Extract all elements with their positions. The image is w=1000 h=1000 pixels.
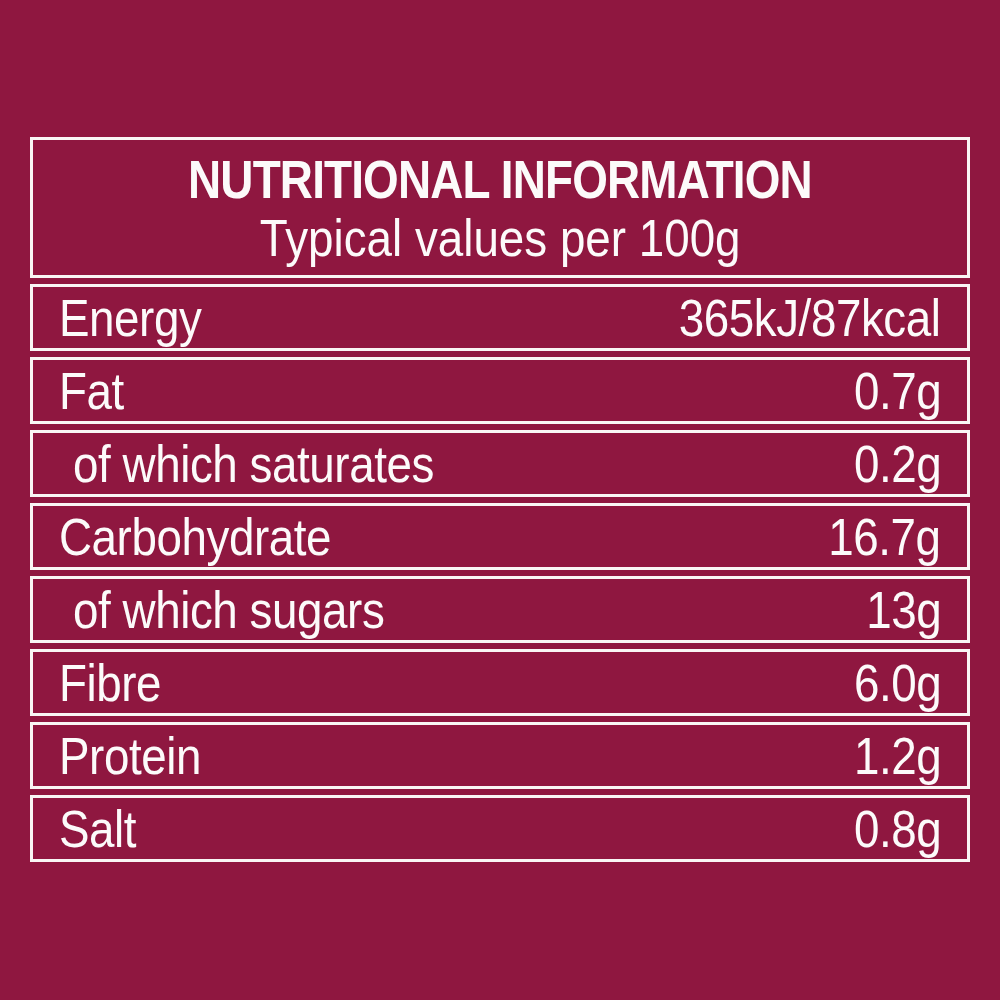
- row-fat: Fat 0.7g: [30, 357, 970, 424]
- row-value: 0.7g: [854, 361, 941, 421]
- row-value: 13g: [866, 580, 941, 640]
- nutrition-label-table: NUTRITIONAL INFORMATION Typical values p…: [30, 137, 970, 862]
- row-of-which-saturates: of which saturates 0.2g: [30, 430, 970, 497]
- row-protein: Protein 1.2g: [30, 722, 970, 789]
- row-value: 365kJ/87kcal: [679, 288, 941, 348]
- row-value: 0.2g: [854, 434, 941, 494]
- row-value: 6.0g: [854, 653, 941, 713]
- row-label: Energy: [59, 288, 201, 348]
- row-label: of which sugars: [73, 580, 384, 640]
- row-label: of which saturates: [73, 434, 434, 494]
- row-energy: Energy 365kJ/87kcal: [30, 284, 970, 351]
- row-label: Fat: [59, 361, 124, 421]
- row-value: 16.7g: [829, 507, 941, 567]
- row-carbohydrate: Carbohydrate 16.7g: [30, 503, 970, 570]
- row-label: Protein: [59, 726, 201, 786]
- table-header: NUTRITIONAL INFORMATION Typical values p…: [30, 137, 970, 278]
- row-label: Salt: [59, 799, 136, 859]
- row-fibre: Fibre 6.0g: [30, 649, 970, 716]
- row-value: 0.8g: [854, 799, 941, 859]
- row-of-which-sugars: of which sugars 13g: [30, 576, 970, 643]
- table-title: NUTRITIONAL INFORMATION: [188, 152, 812, 206]
- row-label: Fibre: [59, 653, 161, 713]
- row-salt: Salt 0.8g: [30, 795, 970, 862]
- table-subtitle: Typical values per 100g: [260, 212, 741, 264]
- row-value: 1.2g: [854, 726, 941, 786]
- row-label: Carbohydrate: [59, 507, 331, 567]
